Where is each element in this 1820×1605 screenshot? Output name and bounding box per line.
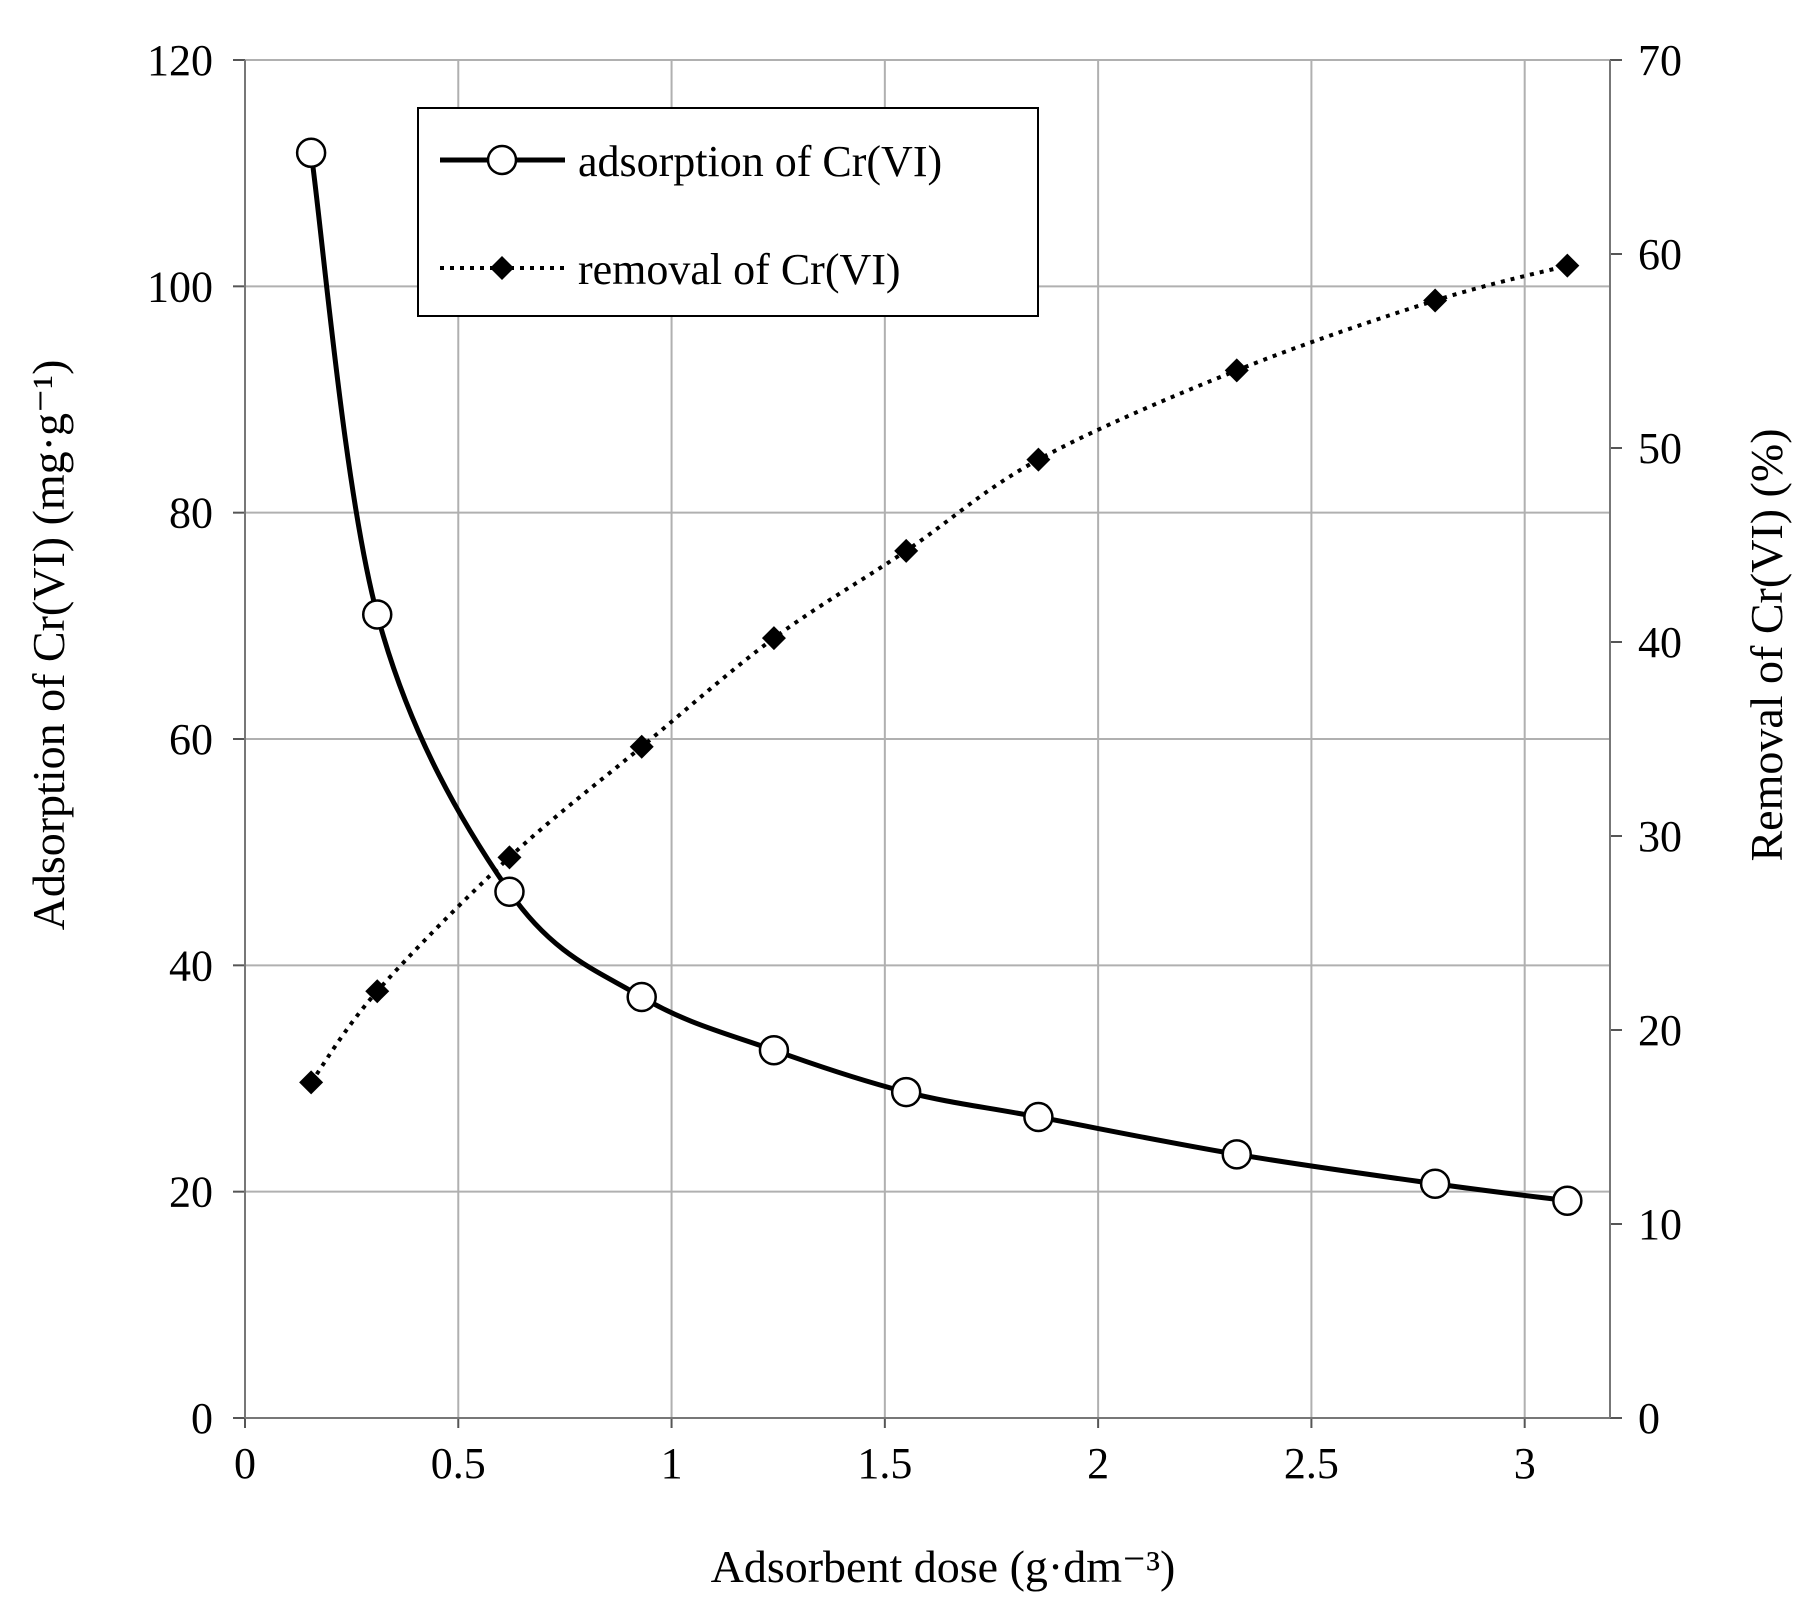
x-tick-label: 2.5 bbox=[1284, 1439, 1339, 1488]
adsorption-data-point bbox=[626, 981, 657, 1013]
adsorption-data-point bbox=[1221, 1139, 1253, 1170]
legend-swatch-removal-marker bbox=[490, 256, 514, 280]
y-right-tick-label: 30 bbox=[1638, 812, 1682, 861]
y-left-tick-label: 120 bbox=[147, 36, 213, 85]
legend-label-adsorption: adsorption of Cr(VI) bbox=[578, 137, 942, 186]
removal-data-point bbox=[629, 734, 654, 759]
adsorption-data-point bbox=[890, 1076, 922, 1108]
adsorption-data-point bbox=[1552, 1185, 1583, 1216]
x-tick-label: 1 bbox=[661, 1439, 683, 1488]
tick-labels: 0 0.5 1 1.5 2 2.5 3020406080100120010203040506… bbox=[147, 36, 1682, 1488]
legend-label-removal: removal of Cr(VI) bbox=[578, 245, 901, 294]
removal-series-line bbox=[309, 263, 1568, 1084]
y-right-tick-label: 20 bbox=[1638, 1006, 1682, 1055]
y-right-tick-label: 10 bbox=[1638, 1200, 1682, 1249]
adsorption-data-point bbox=[494, 876, 525, 908]
removal-data-point bbox=[1026, 447, 1051, 472]
legend-box bbox=[417, 107, 1039, 317]
legend-swatch-adsorption-marker bbox=[486, 144, 518, 176]
removal-data-point bbox=[497, 845, 522, 870]
y-right-tick-label: 0 bbox=[1638, 1394, 1660, 1443]
y-left-tick-label: 100 bbox=[147, 262, 213, 311]
adsorption-data-point bbox=[758, 1034, 790, 1066]
adsorption-data-point bbox=[1419, 1168, 1451, 1199]
y-left-tick-label: 60 bbox=[169, 715, 213, 764]
y-right-tick-label: 60 bbox=[1638, 230, 1682, 279]
y-left-tick-label: 40 bbox=[169, 941, 213, 990]
removal-data-point bbox=[761, 626, 786, 651]
adsorption-data-point bbox=[361, 599, 393, 630]
removal-data-point bbox=[1224, 358, 1249, 383]
y-right-tick-label: 40 bbox=[1638, 618, 1682, 667]
x-tick-label: 0.5 bbox=[431, 1439, 486, 1488]
x-tick-label: 2 bbox=[1087, 1439, 1109, 1488]
removal-data-point bbox=[365, 979, 390, 1004]
legend: adsorption of Cr(VI) removal of Cr(VI) bbox=[417, 107, 1039, 317]
x-tick-label: 1.5 bbox=[857, 1439, 912, 1488]
removal-data-point bbox=[1555, 253, 1580, 278]
axes bbox=[233, 59, 1622, 1428]
y-right-tick-label: 50 bbox=[1638, 424, 1682, 473]
y-left-tick-label: 0 bbox=[191, 1394, 213, 1443]
y-right-tick-label: 70 bbox=[1638, 36, 1682, 85]
y-left-tick-label: 80 bbox=[169, 489, 213, 538]
x-tick-label: 3 bbox=[1514, 1439, 1536, 1488]
series-layer bbox=[295, 137, 1583, 1216]
removal-data-point bbox=[894, 538, 919, 563]
adsorption-data-point bbox=[295, 137, 327, 169]
removal-data-point bbox=[299, 1070, 324, 1095]
x-axis-title: Adsorbent dose (g·dm⁻³) bbox=[711, 1541, 1176, 1592]
y-left-tick-label: 20 bbox=[169, 1168, 213, 1217]
y-axis-right-title: Removal of Cr(VI) (%) bbox=[1741, 428, 1792, 861]
y-axis-left-title: Adsorption of Cr(VI) (mg·g⁻¹) bbox=[23, 360, 74, 931]
x-tick-label: 0 bbox=[234, 1439, 256, 1488]
removal-data-point bbox=[1423, 288, 1448, 313]
adsorption-data-point bbox=[1023, 1101, 1054, 1133]
